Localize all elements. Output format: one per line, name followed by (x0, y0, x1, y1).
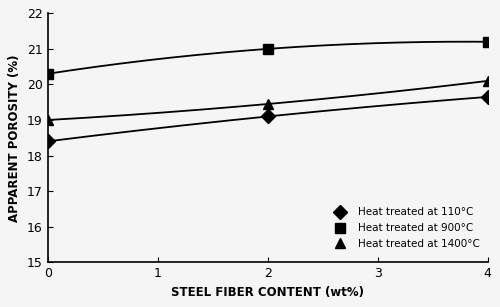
Heat treated at 110°C (264, 115, 270, 118)
Line: Heat treated at 1400°C: Heat treated at 1400°C (43, 76, 492, 125)
Heat treated at 110°C (44, 139, 51, 143)
Heat treated at 900°C (264, 47, 270, 51)
Line: Heat treated at 900°C: Heat treated at 900°C (43, 37, 492, 79)
Heat treated at 1400°C (44, 118, 51, 122)
Heat treated at 1400°C (484, 79, 490, 83)
Legend: Heat treated at 110°C, Heat treated at 900°C, Heat treated at 1400°C: Heat treated at 110°C, Heat treated at 9… (324, 204, 482, 252)
Heat treated at 110°C (484, 95, 490, 99)
X-axis label: STEEL FIBER CONTENT (wt%): STEEL FIBER CONTENT (wt%) (171, 286, 364, 299)
Heat treated at 900°C (44, 72, 51, 76)
Y-axis label: APPARENT POROSITY (%): APPARENT POROSITY (%) (8, 54, 22, 222)
Heat treated at 1400°C (264, 102, 270, 106)
Line: Heat treated at 110°C: Heat treated at 110°C (43, 92, 492, 146)
Heat treated at 900°C (484, 40, 490, 44)
